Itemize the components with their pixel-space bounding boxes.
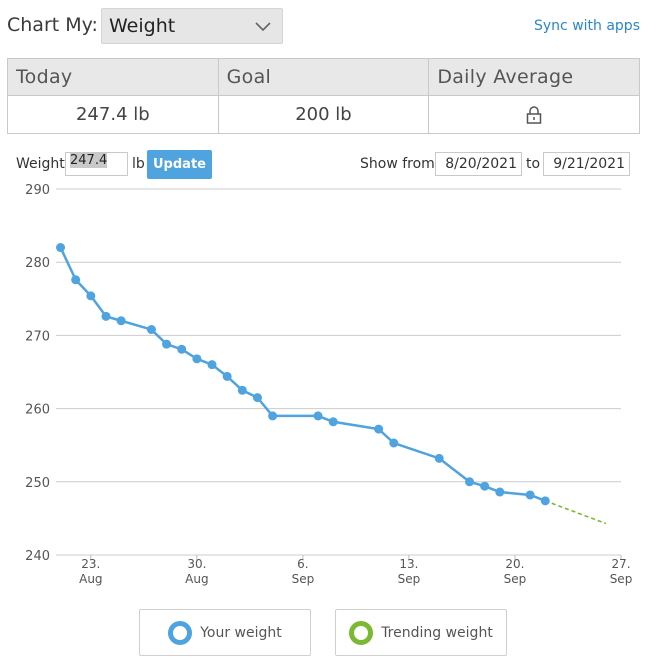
x-tick-day-label: 23. bbox=[81, 557, 100, 571]
x-tick-day-label: 13. bbox=[399, 557, 418, 571]
weight-point bbox=[525, 490, 535, 500]
weight-point bbox=[207, 360, 217, 370]
x-tick-day-label: 20. bbox=[505, 557, 524, 571]
from-date-input[interactable]: 8/20/2021 bbox=[435, 152, 522, 176]
x-tick-month-label: Sep bbox=[610, 572, 633, 586]
y-tick-label: 250 bbox=[25, 476, 50, 491]
sync-with-apps-link[interactable]: Sync with apps bbox=[534, 18, 640, 34]
x-tick-month-label: Aug bbox=[79, 572, 102, 586]
goal-value: 200 lb bbox=[217, 95, 430, 134]
weight-point bbox=[252, 393, 262, 403]
trending-weight-ring-icon bbox=[349, 620, 374, 645]
weight-point bbox=[177, 344, 187, 354]
weight-chart: 24025026027028029023.Aug30.Aug6.Sep13.Se… bbox=[25, 183, 633, 586]
legend-your-weight[interactable]: Your weight bbox=[139, 609, 311, 656]
weight-point bbox=[480, 481, 490, 491]
trending-weight-line bbox=[544, 500, 607, 525]
x-tick-day-label: 6. bbox=[297, 557, 308, 571]
x-tick-month-label: Sep bbox=[398, 572, 421, 586]
weight-point bbox=[540, 496, 550, 506]
weight-input[interactable]: 247.4 bbox=[65, 152, 128, 176]
legend-trending-weight-label: Trending weight bbox=[381, 624, 493, 641]
daily-average-header: Daily Average bbox=[428, 58, 640, 96]
weight-point bbox=[101, 311, 111, 321]
x-tick-day-label: 30. bbox=[187, 557, 206, 571]
y-tick-label: 270 bbox=[25, 329, 50, 344]
weight-point bbox=[192, 354, 202, 364]
y-tick-label: 280 bbox=[25, 256, 50, 271]
summary-table: Today Goal Daily Average 247.4 lb 200 lb bbox=[7, 58, 640, 134]
weight-point bbox=[465, 477, 475, 487]
weight-point bbox=[146, 325, 156, 335]
to-label: to bbox=[526, 156, 541, 172]
legend-your-weight-label: Your weight bbox=[200, 624, 282, 641]
weight-point bbox=[328, 417, 338, 427]
show-from-label: Show from bbox=[360, 156, 435, 172]
weight-point bbox=[56, 243, 66, 253]
weight-point bbox=[116, 316, 126, 326]
weight-entry-row: Weight 247.4 lb Update Show from 8/20/20… bbox=[16, 150, 630, 180]
weight-point bbox=[313, 411, 323, 421]
lock-icon bbox=[526, 106, 542, 124]
x-tick-month-label: Sep bbox=[504, 572, 527, 586]
y-tick-label: 290 bbox=[25, 183, 50, 198]
today-value: 247.4 lb bbox=[7, 95, 219, 134]
metric-select-value: Weight bbox=[109, 15, 176, 37]
weight-label: Weight bbox=[16, 156, 65, 172]
x-tick-month-label: Sep bbox=[292, 572, 315, 586]
weight-point bbox=[71, 275, 81, 285]
chevron-down-icon bbox=[255, 22, 271, 32]
weight-input-value: 247.4 bbox=[70, 153, 108, 168]
unit-label: lb bbox=[132, 156, 145, 172]
x-tick-day-label: 27. bbox=[611, 557, 630, 571]
update-button[interactable]: Update bbox=[147, 150, 212, 179]
today-header: Today bbox=[7, 58, 219, 96]
metric-select[interactable]: Weight bbox=[101, 8, 283, 44]
weight-point bbox=[374, 424, 384, 434]
your-weight-line bbox=[59, 247, 546, 502]
weight-point bbox=[222, 371, 232, 381]
your-weight-ring-icon bbox=[168, 620, 193, 645]
weight-point bbox=[389, 438, 399, 448]
x-tick-month-label: Aug bbox=[185, 572, 208, 586]
to-date-input[interactable]: 9/21/2021 bbox=[543, 152, 630, 176]
weight-point bbox=[268, 411, 278, 421]
y-tick-label: 260 bbox=[25, 403, 50, 418]
y-tick-label: 240 bbox=[25, 549, 50, 564]
weight-point bbox=[495, 487, 505, 497]
weight-point bbox=[86, 291, 96, 301]
goal-header: Goal bbox=[217, 58, 430, 96]
weight-point bbox=[434, 453, 444, 463]
weight-point bbox=[237, 385, 247, 395]
weight-point bbox=[162, 339, 172, 349]
daily-average-value bbox=[428, 95, 640, 134]
legend-trending-weight[interactable]: Trending weight bbox=[335, 609, 507, 656]
chart-my-label: Chart My: bbox=[7, 14, 98, 36]
